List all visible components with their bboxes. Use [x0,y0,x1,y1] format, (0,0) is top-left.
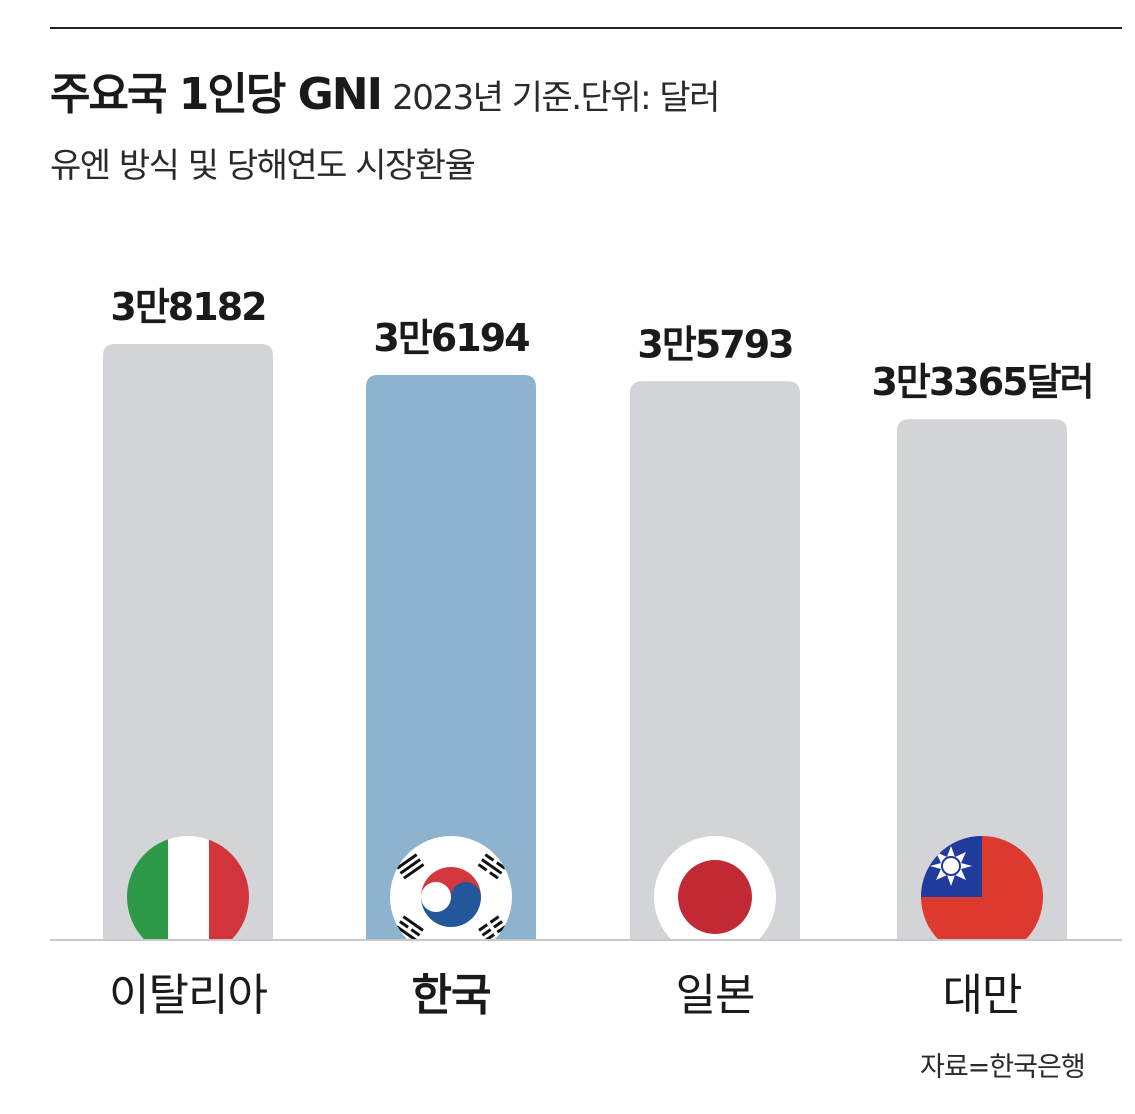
south-korea-flag-icon [390,836,512,940]
bar-2 [630,381,800,940]
title-row: 주요국 1인당 GNI 2023년 기준.단위: 달러 [50,58,720,122]
chart-title: 주요국 1인당 GNI [50,69,383,120]
value-label-1: 3만6194 [373,316,529,360]
value-label-3: 3만3365달러 [871,360,1092,404]
category-label-0: 이탈리아 [109,970,267,1021]
chart-source: 자료=한국은행 [920,1052,1086,1083]
bar-3 [897,419,1067,941]
bar-0 [103,344,273,940]
chart-title-note: 2023년 기준.단위: 달러 [392,78,720,118]
category-label-1: 한국 [412,970,491,1021]
chart-subtitle: 유엔 방식 및 당해연도 시장환율 [50,146,476,186]
category-label-2: 일본 [676,970,755,1021]
japan-flag-icon [654,836,776,940]
value-label-2: 3만5793 [637,322,792,366]
italy-flag-icon [127,836,249,940]
taiwan-flag-icon [921,836,1043,940]
top-rule [50,27,1122,29]
value-label-0: 3만8182 [110,285,265,329]
bar-1 [366,375,536,940]
category-label-3: 대만 [943,970,1022,1021]
